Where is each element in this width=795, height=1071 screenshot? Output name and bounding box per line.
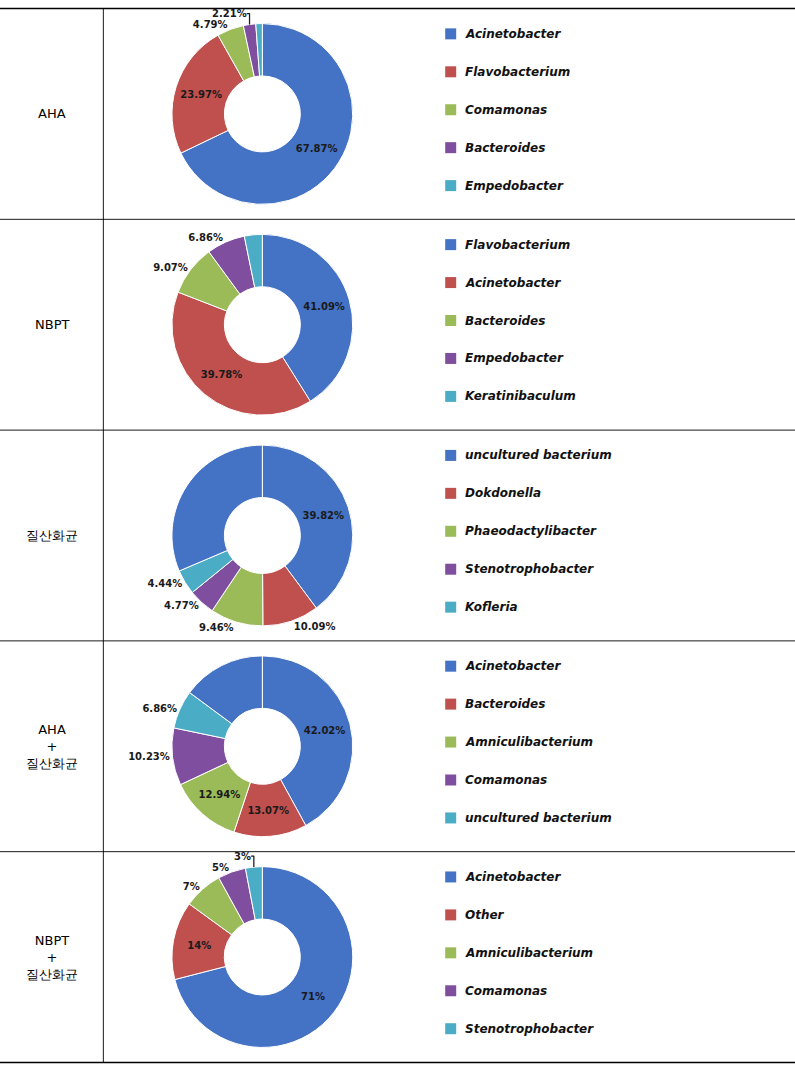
svg-text:Acinetobacter: Acinetobacter xyxy=(465,870,561,884)
svg-text:Acinetobacter: Acinetobacter xyxy=(465,276,561,290)
svg-text:Acinetobacter: Acinetobacter xyxy=(465,659,561,673)
svg-text:Bacteroides: Bacteroides xyxy=(465,314,545,328)
svg-text:12.94%: 12.94% xyxy=(199,789,241,800)
svg-text:14%: 14% xyxy=(187,940,211,951)
svg-text:Comamonas: Comamonas xyxy=(465,984,547,998)
svg-text:uncultured bacterium: uncultured bacterium xyxy=(465,811,612,825)
svg-text:10.23%: 10.23% xyxy=(128,751,170,762)
svg-text:10.09%: 10.09% xyxy=(294,621,336,632)
svg-text:Empedobacter: Empedobacter xyxy=(465,351,564,365)
svg-text:67.87%: 67.87% xyxy=(296,143,338,154)
svg-text:uncultured bacterium: uncultured bacterium xyxy=(465,448,612,462)
svg-text:Dokdonella: Dokdonella xyxy=(465,486,541,500)
svg-text:42.02%: 42.02% xyxy=(304,725,346,736)
svg-text:NBPT: NBPT xyxy=(35,317,69,332)
svg-text:Flavobacterium: Flavobacterium xyxy=(465,238,570,252)
svg-text:3%: 3% xyxy=(234,851,251,862)
svg-text:AHA: AHA xyxy=(38,106,66,121)
svg-text:7%: 7% xyxy=(183,881,200,892)
svg-text:71%: 71% xyxy=(301,991,325,1002)
svg-text:Comamonas: Comamonas xyxy=(465,103,547,117)
svg-text:23.97%: 23.97% xyxy=(180,89,222,100)
svg-text:39.82%: 39.82% xyxy=(302,510,344,521)
svg-text:Stenotrophobacter: Stenotrophobacter xyxy=(465,1022,594,1036)
svg-text:9.07%: 9.07% xyxy=(153,262,188,273)
svg-text:41.09%: 41.09% xyxy=(303,301,345,312)
svg-text:Amniculibacterium: Amniculibacterium xyxy=(465,946,593,960)
svg-text:Phaeodactylibacter: Phaeodactylibacter xyxy=(465,524,597,538)
svg-text:Flavobacterium: Flavobacterium xyxy=(465,65,570,79)
svg-text:Kofleria: Kofleria xyxy=(465,600,518,614)
svg-text:Keratinibaculum: Keratinibaculum xyxy=(465,389,576,403)
svg-text:2.21%: 2.21% xyxy=(212,8,247,19)
svg-text:6.86%: 6.86% xyxy=(142,703,177,714)
svg-text:9.46%: 9.46% xyxy=(199,622,234,633)
svg-text:4.79%: 4.79% xyxy=(193,19,228,30)
svg-text:6.86%: 6.86% xyxy=(188,232,223,243)
svg-text:13.07%: 13.07% xyxy=(247,805,289,816)
svg-text:NBPT+질산화균: NBPT+질산화균 xyxy=(26,933,78,982)
svg-text:Stenotrophobacter: Stenotrophobacter xyxy=(465,562,594,576)
svg-text:질산화균: 질산화균 xyxy=(26,528,78,543)
svg-text:39.78%: 39.78% xyxy=(201,369,243,380)
svg-text:Acinetobacter: Acinetobacter xyxy=(465,27,561,41)
svg-text:5%: 5% xyxy=(212,862,229,873)
svg-text:4.77%: 4.77% xyxy=(164,600,199,611)
svg-text:Comamonas: Comamonas xyxy=(465,773,547,787)
svg-text:4.44%: 4.44% xyxy=(148,578,183,589)
svg-text:Bacteroides: Bacteroides xyxy=(465,697,545,711)
svg-text:Bacteroides: Bacteroides xyxy=(465,141,545,155)
svg-text:Empedobacter: Empedobacter xyxy=(465,179,564,193)
svg-text:Amniculibacterium: Amniculibacterium xyxy=(465,735,593,749)
svg-text:Other: Other xyxy=(465,908,505,922)
svg-text:AHA+질산화균: AHA+질산화균 xyxy=(26,722,78,771)
